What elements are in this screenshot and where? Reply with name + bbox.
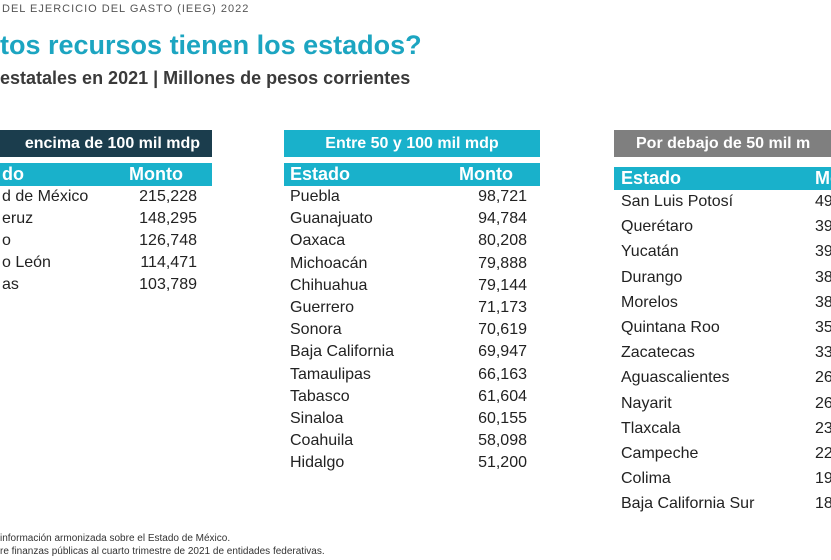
amount: 33 [815, 344, 831, 362]
state-name: Oaxaca [290, 232, 346, 250]
state-name: Baja California [290, 343, 395, 361]
state-name: o [2, 232, 11, 249]
state-name: Tabasco [290, 387, 350, 405]
amount: 39 [815, 218, 831, 236]
amount: 18 [815, 495, 831, 513]
state-name: Quintana Roo [621, 319, 720, 336]
amount: 19 [815, 470, 831, 488]
state-name: Nayarit [621, 394, 672, 412]
amount: 51,200 [478, 454, 527, 472]
amount: 69,947 [478, 343, 527, 361]
amount: 60,155 [478, 410, 527, 427]
state-name: Coahuila [290, 432, 354, 450]
column-header: Monto [459, 164, 513, 184]
amount: 71,173 [478, 299, 527, 316]
amount: 38 [815, 268, 831, 286]
state-name: Guerrero [290, 299, 355, 316]
footnote: información armonizada sobre el Estado d… [0, 533, 231, 544]
table-heading: encima de 100 mil mdp [0, 130, 212, 157]
state-name: Baja California Sur [621, 495, 755, 513]
column-header: Estado [621, 168, 682, 188]
amount: 26 [815, 369, 831, 387]
column-header: do [2, 164, 24, 184]
state-name: San Luis Potosí [621, 193, 734, 210]
amount: 79,144 [478, 276, 527, 294]
state-name: Morelos [621, 293, 678, 311]
amount: 39 [815, 243, 831, 261]
amount: 103,789 [139, 276, 197, 293]
amount: 148,295 [139, 210, 197, 227]
amount: 61,604 [478, 387, 527, 405]
amount: 23 [815, 419, 831, 437]
amount: 26 [815, 394, 831, 412]
state-name: as [2, 276, 19, 293]
column-header: Monto [129, 164, 183, 184]
table-heading: Por debajo de 50 mil m [614, 130, 831, 157]
table-heading: Entre 50 y 100 mil mdp [284, 130, 540, 157]
column-header-bar [0, 163, 212, 186]
state-name: Chihuahua [290, 276, 368, 294]
column-header-bar [614, 167, 831, 190]
state-name: Querétaro [621, 218, 694, 236]
amount: 49 [815, 193, 831, 210]
column-header: Mon [815, 168, 831, 188]
amount: 79,888 [478, 254, 527, 272]
state-name: o León [2, 254, 51, 271]
state-name: Sonora [290, 321, 342, 339]
amount: 58,098 [478, 432, 527, 450]
state-name: Aguascalientes [621, 369, 730, 387]
state-name: Sinaloa [290, 410, 344, 427]
column-header: Estado [290, 164, 351, 184]
state-name: Durango [621, 268, 683, 286]
state-name: Tamaulipas [290, 365, 371, 383]
state-name: Yucatán [621, 243, 679, 261]
title: tos recursos tienen los estados? [0, 30, 422, 60]
amount: 38 [815, 293, 831, 311]
state-name: Hidalgo [290, 454, 345, 472]
column-header-bar [284, 163, 540, 186]
state-name: Puebla [290, 188, 340, 205]
amount: 215,228 [139, 188, 197, 205]
amount: 66,163 [478, 365, 527, 383]
footnote: re finanzas públicas al cuarto trimestre… [0, 546, 325, 557]
state-name: Michoacán [290, 254, 368, 272]
state-name: eruz [2, 210, 34, 227]
amount: 35 [815, 319, 831, 336]
amount: 98,721 [478, 188, 527, 205]
state-name: Tlaxcala [621, 419, 681, 437]
amount: 22 [815, 445, 831, 462]
amount: 70,619 [478, 321, 527, 339]
top-banner: DEL EJERCICIO DEL GASTO (IEEG) 2022 [2, 3, 250, 15]
state-name: Colima [621, 470, 671, 488]
amount: 80,208 [478, 232, 527, 250]
amount: 114,471 [140, 254, 197, 271]
state-name: d de México [2, 188, 89, 205]
subtitle: estatales en 2021 | Millones de pesos co… [0, 68, 411, 88]
state-name: Campeche [621, 445, 699, 462]
state-name: Zacatecas [621, 344, 695, 362]
amount: 126,748 [139, 232, 197, 249]
state-name: Guanajuato [290, 210, 373, 228]
amount: 94,784 [478, 210, 527, 228]
